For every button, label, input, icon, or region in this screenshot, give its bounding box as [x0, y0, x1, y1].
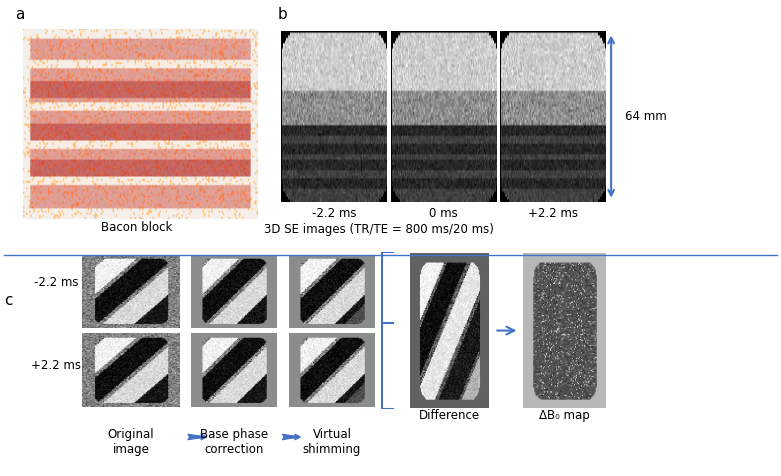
Text: +2.2 ms: +2.2 ms — [31, 359, 81, 372]
Text: 64 mm: 64 mm — [625, 110, 666, 123]
Text: -2.2 ms: -2.2 ms — [312, 207, 356, 219]
Text: +2.2 ms: +2.2 ms — [527, 207, 578, 219]
Text: 0 ms: 0 ms — [429, 207, 458, 219]
Text: c: c — [4, 293, 12, 307]
Text: Base phase
correction: Base phase correction — [200, 428, 269, 456]
Text: ΔB₀ map: ΔB₀ map — [539, 409, 590, 422]
Text: Original
image: Original image — [108, 428, 154, 456]
Text: Virtual
shimming: Virtual shimming — [303, 428, 361, 456]
Text: b: b — [277, 7, 287, 22]
Text: Difference: Difference — [419, 409, 480, 422]
Text: Bacon block: Bacon block — [101, 221, 173, 234]
Text: -2.2 ms: -2.2 ms — [34, 276, 78, 288]
Text: a: a — [16, 7, 25, 22]
Text: 3D SE images (TR/TE = 800 ms/20 ms): 3D SE images (TR/TE = 800 ms/20 ms) — [264, 223, 494, 236]
